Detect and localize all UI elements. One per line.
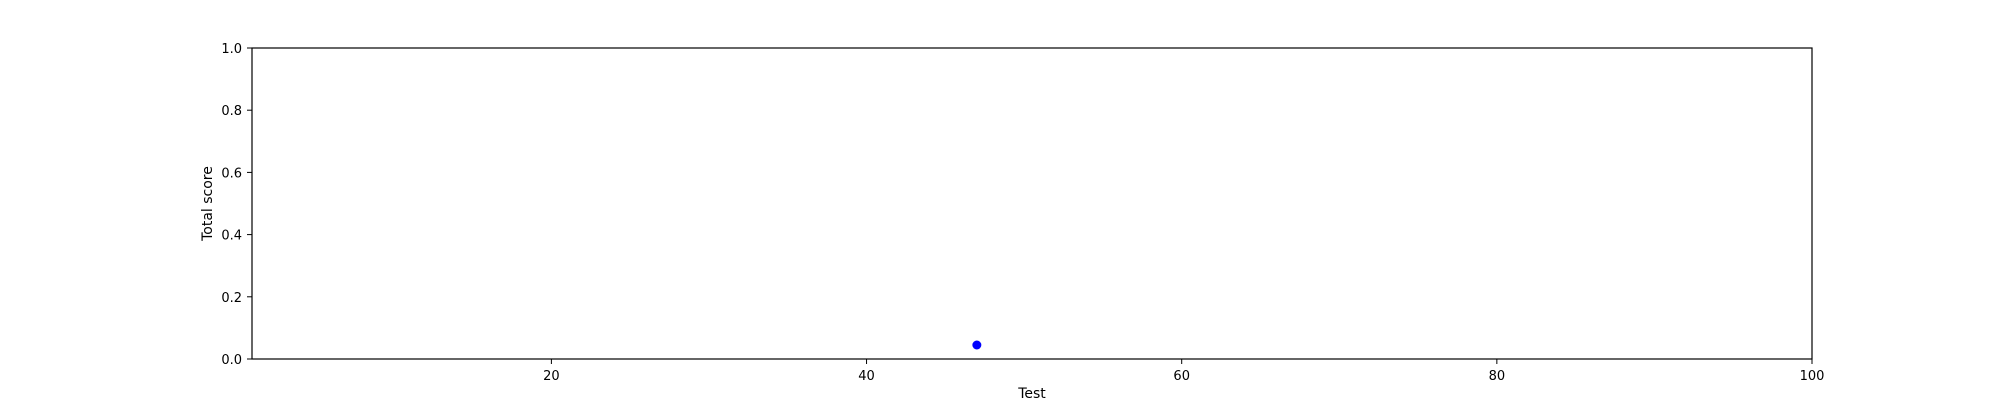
- y-tick-label: 0.4: [221, 229, 242, 244]
- y-tick-label: 0.8: [221, 104, 242, 119]
- x-tick-label: 40: [858, 369, 875, 384]
- y-axis-label: Total score: [200, 166, 216, 242]
- data-point: [972, 340, 982, 350]
- x-tick-label: 80: [1489, 369, 1506, 384]
- x-tick-label: 100: [1800, 369, 1825, 384]
- x-axis-label: Test: [1017, 386, 1046, 400]
- y-tick-label: 0.0: [221, 353, 242, 368]
- y-tick-label: 0.2: [221, 291, 242, 306]
- data-points: [972, 340, 982, 350]
- y-tick-label: 0.6: [221, 166, 242, 181]
- y-axis-ticks: 0.0 0.2 0.4 0.6 0.8 1.0: [221, 42, 252, 368]
- x-tick-label: 60: [1173, 369, 1190, 384]
- x-tick-label: 20: [543, 369, 560, 384]
- y-tick-label: 1.0: [221, 42, 242, 57]
- plot-area-frame: [251, 47, 1813, 360]
- x-axis-ticks: 20 40 60 80 100: [543, 359, 1824, 384]
